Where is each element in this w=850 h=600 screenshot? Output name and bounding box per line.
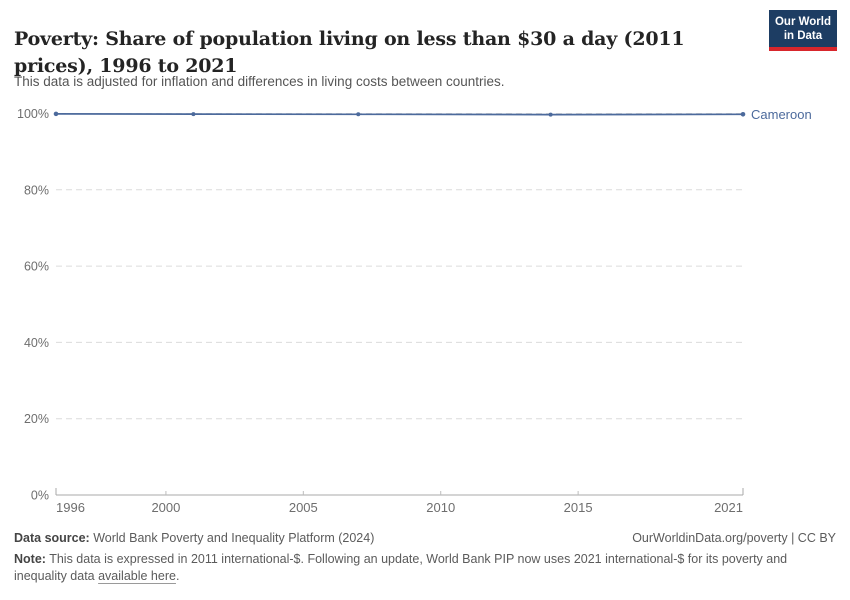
y-tick-label-40%: 40% [24,336,49,350]
x-tick-label-2021: 2021 [714,500,743,515]
y-tick-label-20%: 20% [24,412,49,426]
chart-footer: Data source: World Bank Poverty and Ineq… [14,531,836,585]
note-text: This data is expressed in 2011 internati… [14,552,788,583]
owid-logo-text: Our World in Data [775,15,831,43]
owid-logo-line1: Our World [774,15,831,28]
owid-logo: Our World in Data [769,10,837,51]
entity-label-cameroon[interactable]: Cameroon [751,107,812,122]
data-line-cameroon[interactable] [55,113,744,116]
x-tick-label-2000: 2000 [151,500,180,515]
data-point-cameroon-2001[interactable] [191,112,196,117]
y-tick-label-60%: 60% [24,260,49,274]
data-point-cameroon-1996[interactable] [53,111,59,117]
x-tick-label-2015: 2015 [564,500,593,515]
y-tick-label-100%: 100% [17,107,49,121]
data-source-value: World Bank Poverty and Inequality Platfo… [93,531,375,545]
note-suffix: . [175,569,180,583]
data-point-cameroon-2014[interactable] [548,112,553,117]
chart-subtitle: This data is adjusted for inflation and … [14,74,505,89]
x-tick-label-2010: 2010 [426,500,455,515]
data-source-label: Data source: [14,531,90,545]
line-chart[interactable]: 0% 20% 40% 60% 80% 100% 1996 2000 2005 2010 2015 20… [0,95,850,525]
y-tick-label-0%: 0% [31,489,49,503]
note-label: Note: [14,552,46,566]
y-tick-label-80%: 80% [24,183,49,197]
data-point-cameroon-2007[interactable] [356,112,361,117]
owid-logo-line2: in Data [783,29,823,42]
data-source-line: Data source: World Bank Poverty and Ineq… [14,531,374,545]
available-here-link[interactable]: available here [98,569,176,583]
credit-line: OurWorldinData.org/poverty | CC BY [632,531,836,545]
line-chart-svg: 0% 20% 40% 60% 80% 100% 1996 2000 2005 2010 2015 20… [17,107,812,515]
x-tick-label-2005: 2005 [289,500,318,515]
x-tick-label-1996: 1996 [56,500,85,515]
chart-title: Poverty: Share of population living on l… [14,27,685,77]
data-point-cameroon-2021[interactable] [740,111,746,117]
note-line: Note: This data is expressed in 2011 int… [14,551,836,585]
